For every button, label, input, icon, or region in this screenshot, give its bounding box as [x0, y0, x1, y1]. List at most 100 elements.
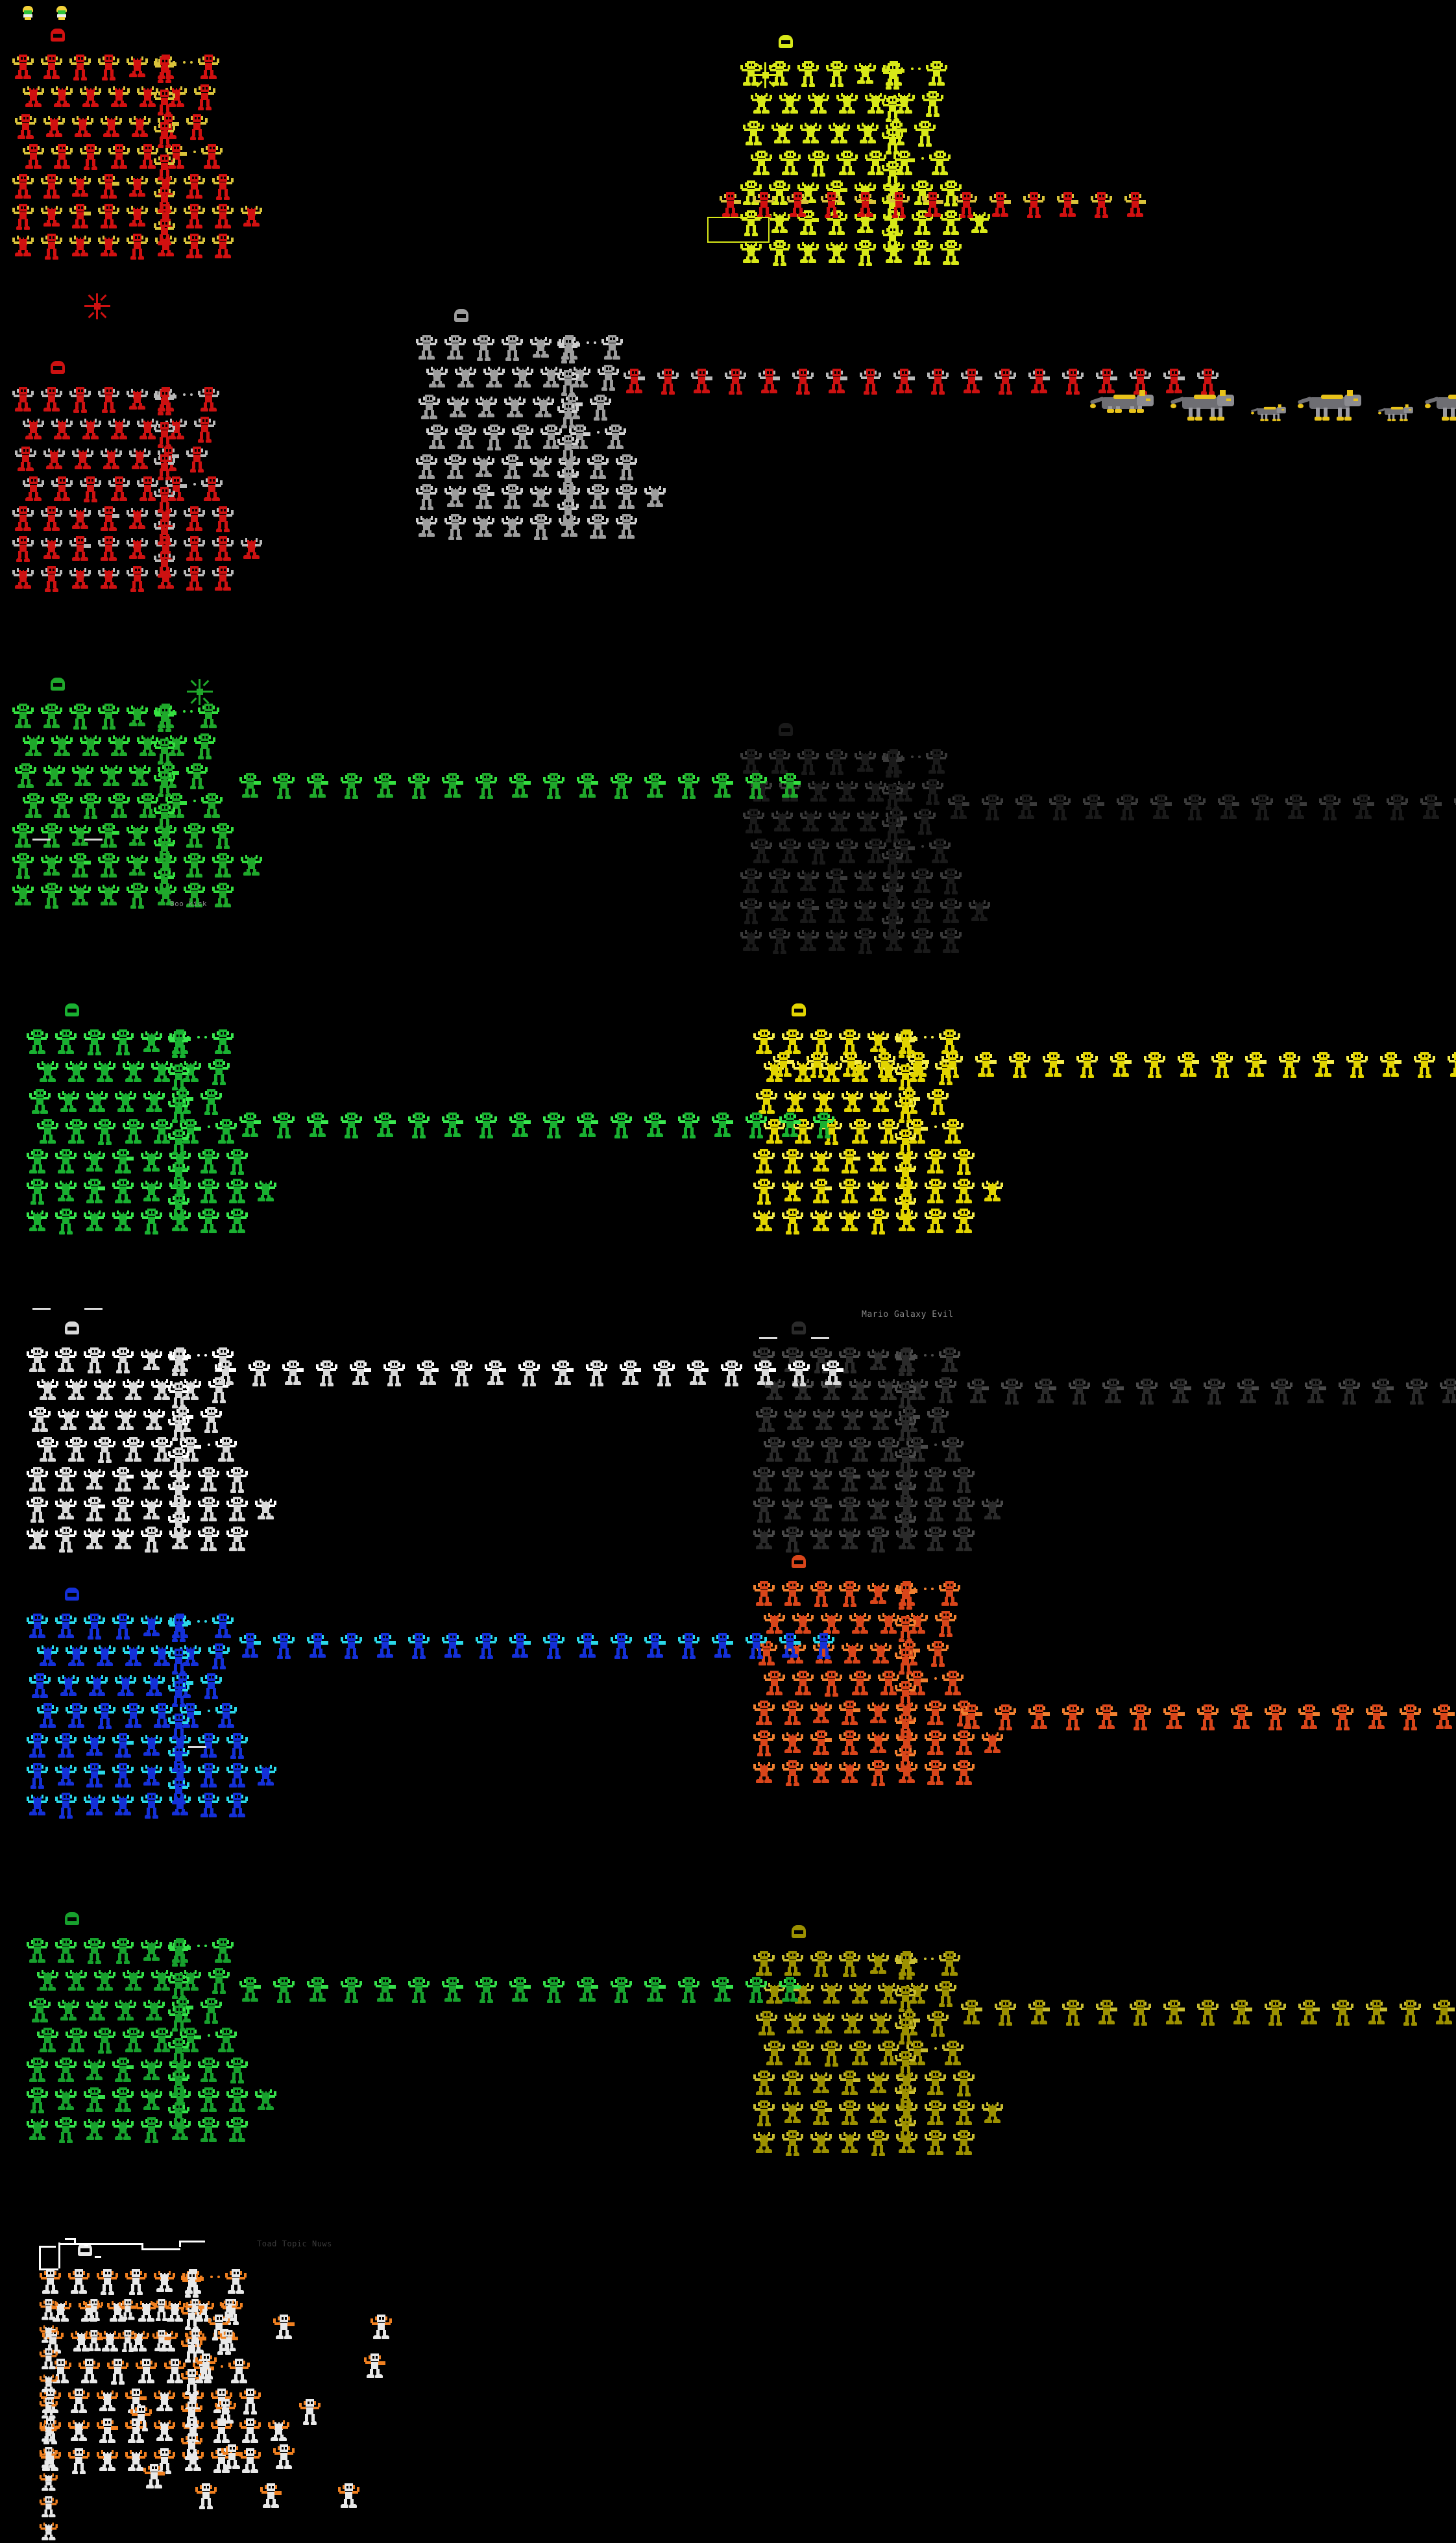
- sprite-frame-emerald-shoot: [779, 1109, 801, 1138]
- sprite-frame-forest-idle: [122, 2024, 144, 2054]
- sprite-frame-red-jump: [1090, 188, 1112, 218]
- sprite-frame-blue-idle: [55, 1610, 77, 1640]
- sprite-frame-orangered-jump: [1399, 1701, 1421, 1730]
- sprite-frame-crimson-jump: [153, 386, 175, 415]
- chef-helper-9: [195, 2479, 217, 2509]
- palette-marker-gray[interactable]: [454, 309, 468, 322]
- run-strip-run-gold: [772, 1048, 1456, 1078]
- anim-row-blue-victory: [26, 1789, 254, 1819]
- sprite-frame-olive-duck: [781, 2096, 803, 2126]
- projectile-emerald: [204, 1036, 207, 1038]
- sprite-frame-graphite-shoot: [967, 1375, 989, 1405]
- sprite-frame-snow-jump: [180, 2430, 202, 2460]
- dash-mark-5: [811, 1337, 829, 1339]
- sprite-frame-white-jump: [720, 1357, 742, 1386]
- sprite-frame-crimson-jump: [792, 365, 814, 395]
- palette-marker-orangered[interactable]: [792, 1555, 806, 1568]
- dash-mark-1: [84, 1308, 103, 1310]
- anim-row-red-hurt: [12, 170, 240, 200]
- helper-column-4: [39, 2394, 58, 2420]
- anim-row-gray-victory: [415, 510, 644, 540]
- sprite-frame-gold-idle: [941, 1115, 964, 1145]
- sprite-frame-snow-jump: [180, 2268, 202, 2298]
- dash-mark-0: [32, 1308, 51, 1310]
- helper-column-5: [39, 2419, 58, 2444]
- sprite-frame-graphite-duck: [841, 1403, 863, 1433]
- sprite-frame-forest-shoot: [239, 1973, 261, 2003]
- sprite-frame-white-shoot: [484, 1357, 506, 1386]
- projectile-red: [193, 151, 196, 153]
- sprite-frame-graphite-jump: [820, 1433, 842, 1463]
- palette-marker-yellow[interactable]: [779, 35, 793, 48]
- anim-row-emerald-slide: [29, 1085, 228, 1115]
- sprite-frame-forest-shoot: [644, 1973, 666, 2003]
- sprite-frame-olive-duck: [867, 2096, 889, 2126]
- sprite-frame-gold-jump: [1076, 1048, 1098, 1078]
- sprite-frame-olive-shoot: [1095, 1996, 1117, 2026]
- anim-row-white-victory: [26, 1523, 254, 1553]
- palette-marker-green[interactable]: [51, 678, 65, 691]
- palette-marker-graphite[interactable]: [792, 1321, 806, 1334]
- sprite-frame-gold-jump: [894, 1190, 916, 1220]
- sprite-frame-yellow-duck: [854, 57, 876, 87]
- palette-marker-forest[interactable]: [65, 1912, 79, 1925]
- palette-marker-olive[interactable]: [792, 1925, 806, 1938]
- helper-grid-5: [84, 2327, 103, 2352]
- sprite-frame-red-duck: [97, 230, 119, 260]
- sprite-frame-green-idle: [12, 700, 34, 730]
- sprite-frame-yellow-duck: [825, 236, 847, 266]
- sprite-frame-olive-jump: [1399, 1996, 1421, 2026]
- anim-row-white-hurt: [26, 1463, 254, 1493]
- sprite-frame-white-shoot: [83, 1493, 105, 1523]
- selection-box[interactable]: [707, 217, 770, 243]
- sprite-frame-dark-jump: [881, 910, 903, 940]
- sprite-frame-yellow-jump: [881, 222, 903, 252]
- sprite-frame-green-duck: [12, 879, 34, 909]
- sprite-frame-green-jump: [153, 767, 175, 797]
- sprite-frame-orangered-idle: [763, 1667, 785, 1697]
- sprite-frame-dark-duck: [771, 805, 793, 835]
- sprite-frame-blue-idle: [197, 1729, 219, 1759]
- anim-row-forest-special: [26, 2083, 283, 2113]
- sprite-frame-red-idle: [14, 110, 36, 140]
- sprite-frame-emerald-jump: [167, 1093, 189, 1123]
- sprite-frame-red-idle: [183, 200, 205, 230]
- palette-marker-gold[interactable]: [792, 1003, 806, 1016]
- projectile-orangered: [934, 1677, 937, 1680]
- sprite-frame-dark-duck: [825, 924, 847, 954]
- sprite-frame-olive-shoot: [960, 1996, 982, 2026]
- sprite-frame-crimson-duck: [12, 562, 34, 592]
- sprite-frame-crimson-duck: [43, 443, 65, 473]
- sprite-frame-red-idle: [12, 51, 34, 80]
- sprite-frame-olive-duck: [812, 2007, 834, 2037]
- sprite-frame-gold-idle: [924, 1175, 946, 1205]
- sprite-frame-gray-jump: [557, 431, 579, 461]
- robo-wolf-lying-0: [1090, 389, 1160, 422]
- sprite-frame-olive-jump: [753, 2096, 775, 2126]
- sprite-frame-emerald-shoot: [374, 1109, 396, 1138]
- sprite-frame-blue-jump: [167, 1645, 189, 1675]
- sprite-frame-forest-idle: [29, 1994, 51, 2024]
- sprite-frame-blue-jump: [167, 1710, 189, 1739]
- palette-marker-red[interactable]: [51, 29, 65, 42]
- sprite-frame-green-jump: [273, 769, 295, 799]
- sprite-frame-red-shoot: [854, 188, 876, 218]
- sprite-frame-white-idle: [112, 1493, 134, 1523]
- sprite-frame-orangered-shoot: [810, 1726, 832, 1756]
- sprite-frame-red-jump: [193, 80, 215, 110]
- sprite-frame-white-jump: [200, 1403, 222, 1433]
- projectile-gold: [931, 1036, 934, 1038]
- sprite-frame-orangered-idle: [952, 1726, 975, 1756]
- sprite-frame-white-jump: [788, 1357, 810, 1386]
- palette-marker-crimson[interactable]: [51, 361, 65, 374]
- palette-marker-emerald[interactable]: [65, 1003, 79, 1016]
- sprite-frame-green-duck: [126, 700, 148, 730]
- sprite-frame-crimson-jump: [12, 532, 34, 562]
- anim-row-yellow-walk: [750, 147, 957, 177]
- sprite-frame-blue-jump: [83, 1610, 105, 1640]
- sprite-frame-snow-duck: [96, 2444, 118, 2474]
- palette-marker-dark[interactable]: [779, 723, 793, 736]
- anim-row-gold-special: [753, 1175, 1010, 1205]
- palette-marker-white[interactable]: [65, 1321, 79, 1334]
- palette-marker-blue[interactable]: [65, 1588, 79, 1601]
